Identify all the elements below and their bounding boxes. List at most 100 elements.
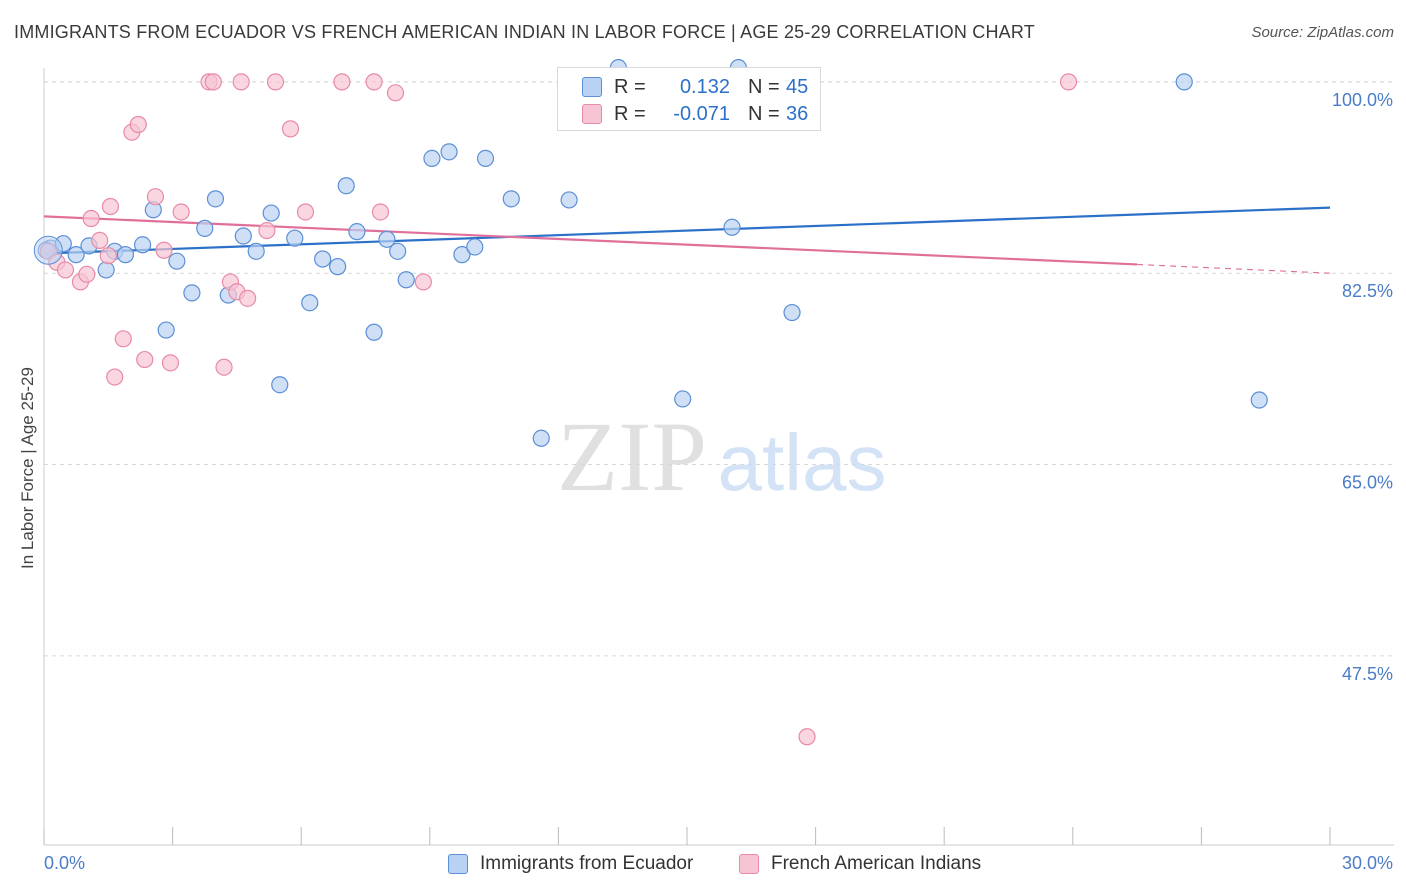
ecuador-point	[97, 261, 115, 279]
stats-row-french-american-indian: R = -0.071 N = 36	[582, 102, 808, 126]
french-american-indian-point	[161, 354, 180, 372]
french-american-indian-point	[172, 203, 190, 221]
ecuador-point	[466, 238, 484, 256]
n-value: 36	[786, 102, 809, 125]
legend-label: French American Indians	[771, 853, 982, 874]
legend-item-french-american-indian[interactable]: French American Indians	[739, 852, 981, 876]
ecuador-point	[337, 177, 355, 195]
pink-swatch	[582, 104, 602, 124]
legend-item-ecuador[interactable]: Immigrants from Ecuador	[448, 852, 693, 876]
ecuador-point	[476, 149, 495, 167]
french-american-indian-point	[371, 203, 390, 221]
watermark-atlas: atlas	[718, 418, 887, 507]
ecuador-point	[168, 252, 186, 270]
ecuador-point	[183, 284, 201, 302]
ecuador-point	[532, 429, 550, 447]
ecuador-point	[116, 246, 135, 264]
ecuador-point	[502, 190, 520, 208]
french-american-indian-point	[146, 188, 165, 206]
ecuador-point	[286, 229, 304, 247]
french-american-indian-trend-line	[43, 215, 1138, 266]
n-value: 45	[786, 75, 809, 98]
ecuador-point	[397, 271, 415, 289]
ecuador-point	[329, 258, 347, 276]
ecuador-point	[196, 219, 214, 237]
ecuador-point	[133, 236, 152, 254]
tick-labels: 100.0% 82.5% 65.0% 47.5% 0.0% 30.0%	[44, 90, 1393, 873]
ecuador-point	[314, 250, 332, 268]
blue-swatch	[448, 854, 468, 874]
french-american-indian-point	[106, 368, 124, 386]
ecuador-point	[453, 246, 471, 264]
ecuador-point	[247, 242, 265, 260]
ecuador-point	[440, 143, 458, 161]
ecuador-point	[674, 390, 692, 408]
french-american-indian-point	[414, 273, 432, 291]
y-axis-label: In Labor Force | Age 25-29	[18, 367, 37, 569]
ecuador-point	[723, 218, 741, 236]
french-american-indian-point	[129, 115, 147, 134]
french-american-indian-point	[114, 330, 132, 348]
n-label: N =	[748, 102, 780, 125]
french-american-indian-point	[232, 73, 250, 91]
y-tick-label: 100.0%	[1332, 90, 1393, 110]
ecuador-point-cluster	[33, 235, 63, 265]
source-label: Source: ZipAtlas.com	[1251, 24, 1394, 41]
french-american-indian-point	[91, 231, 109, 249]
french-american-indian-trend-extension	[1137, 263, 1331, 274]
french-american-indian-point	[798, 728, 816, 746]
ecuador-point	[378, 230, 396, 248]
french-american-indian-point	[155, 241, 173, 259]
y-tick-label: 47.5%	[1342, 664, 1393, 684]
french-american-indian-point	[281, 120, 300, 138]
blue-swatch	[582, 77, 602, 97]
ecuador-point	[348, 223, 366, 241]
watermark-zip: ZIP	[557, 401, 707, 512]
ecuador-point	[389, 242, 407, 260]
french-american-indian-point	[296, 203, 315, 221]
french-american-indian-point	[266, 73, 285, 91]
french-american-indian-point	[56, 261, 75, 279]
french-american-indian-point	[365, 73, 383, 91]
french-american-indian-point	[78, 265, 96, 283]
french-american-indian-point	[82, 209, 100, 228]
ecuador-point	[262, 204, 280, 222]
ecuador-point	[271, 376, 289, 394]
french-american-indian-point	[333, 73, 351, 91]
y-tick-label: 82.5%	[1342, 281, 1393, 301]
chart-title: IMMIGRANTS FROM ECUADOR VS FRENCH AMERIC…	[14, 22, 1035, 42]
french-american-indian-point	[99, 247, 117, 265]
french-american-indian-point	[204, 73, 222, 91]
n-label: N =	[748, 75, 780, 98]
french-american-indian-point	[1059, 73, 1078, 91]
ecuador-point	[234, 227, 252, 245]
r-label: R =	[614, 75, 646, 98]
r-value: 0.132	[679, 75, 730, 98]
data-points	[33, 59, 1268, 746]
ecuador-point	[1250, 391, 1268, 409]
pink-swatch	[739, 854, 759, 874]
ecuador-point	[157, 321, 175, 339]
french-american-indian-point	[239, 289, 257, 307]
ecuador-point	[67, 246, 85, 264]
axes	[43, 68, 1394, 846]
ecuador-point	[560, 191, 578, 209]
french-american-indian-point	[258, 221, 276, 240]
ecuador-point	[365, 323, 383, 341]
ecuador-point	[206, 190, 225, 208]
watermark: ZIP atlas	[557, 401, 886, 512]
r-label: R =	[614, 102, 646, 125]
grid-lines	[44, 81, 1394, 657]
x-tick-label: 0.0%	[44, 853, 85, 873]
stats-legend: R = 0.132 N = 45 R = -0.071 N = 36	[557, 67, 821, 131]
y-tick-label: 65.0%	[1342, 473, 1393, 493]
legend-label: Immigrants from Ecuador	[480, 853, 694, 874]
french-american-indian-point	[215, 358, 233, 376]
french-american-indian-point	[101, 197, 120, 216]
french-american-indian-point	[386, 84, 405, 102]
stats-row-ecuador: R = 0.132 N = 45	[582, 75, 808, 99]
ecuador-point	[423, 149, 441, 167]
ecuador-point	[1175, 73, 1193, 91]
french-american-indian-point	[136, 350, 154, 369]
